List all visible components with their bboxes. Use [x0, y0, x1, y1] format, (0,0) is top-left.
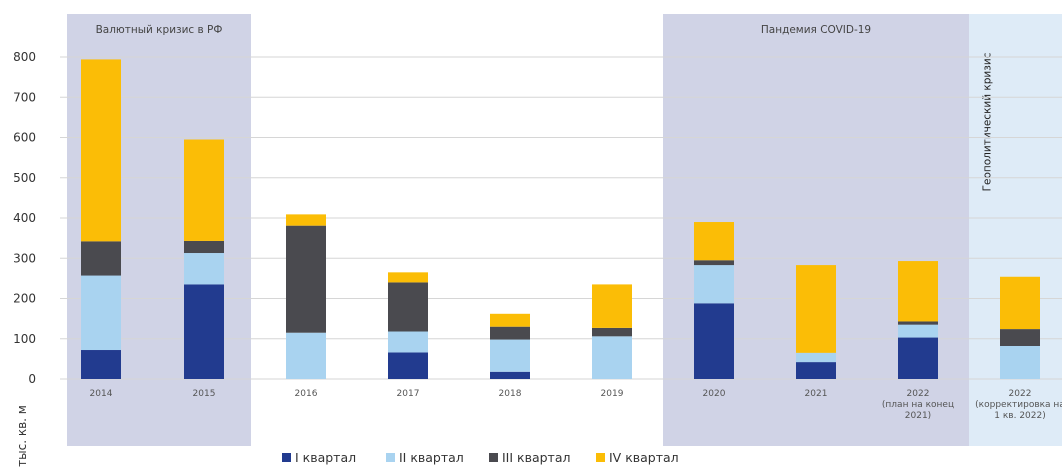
legend-swatch	[596, 453, 605, 462]
legend-label: IV квартал	[609, 450, 679, 465]
bar-segment	[1000, 276, 1040, 330]
region-label: Пандемия COVID-19	[761, 24, 871, 36]
x-tick-label: 2021)	[905, 411, 931, 421]
y-tick-label: 600	[13, 131, 36, 145]
bar-segment	[184, 240, 224, 254]
region-label: Геополитический кризис	[982, 52, 994, 191]
bars	[81, 59, 1040, 379]
region-label: Валютный кризис в РФ	[96, 24, 223, 36]
bar-segment	[286, 332, 326, 379]
y-axis-label: тыс. кв. м	[15, 405, 29, 467]
bar-segment	[184, 284, 224, 379]
legend-swatch	[489, 453, 498, 462]
y-tick-label: 800	[13, 50, 36, 64]
x-tick-label: 2014	[90, 389, 113, 399]
bar-segment	[592, 327, 632, 337]
legend-swatch	[282, 453, 291, 462]
y-tick-label: 0	[28, 372, 36, 386]
bar-segment	[184, 253, 224, 285]
y-tick-label: 700	[13, 90, 36, 104]
bar-segment	[694, 265, 734, 304]
bar-segment	[388, 282, 428, 332]
bar-segment	[796, 362, 836, 379]
x-tick-label: 2018	[499, 389, 522, 399]
y-tick-label: 400	[13, 211, 36, 225]
x-tick-label: 2016	[295, 389, 318, 399]
legend-label: III квартал	[502, 450, 570, 465]
x-tick-label: 2022	[1009, 389, 1032, 399]
x-tick-label: 2017	[397, 389, 420, 399]
bar-segment	[388, 331, 428, 353]
bar-segment	[490, 339, 530, 372]
bar-segment	[898, 321, 938, 325]
bar-segment	[286, 225, 326, 333]
bar-segment	[694, 260, 734, 266]
bar-segment	[81, 275, 121, 351]
y-tick-label: 100	[13, 332, 36, 346]
x-tick-label: (план на конец	[882, 400, 954, 410]
bar-segment	[796, 352, 836, 363]
y-tick-label: 300	[13, 251, 36, 265]
y-axis-ticks: 0 100 200 300 400 500 600 700 800	[13, 50, 36, 386]
x-tick-label: 2022	[907, 389, 930, 399]
legend-label: I квартал	[295, 450, 356, 465]
bar-segment	[1000, 329, 1040, 346]
x-tick-label: 1 кв. 2022)	[994, 411, 1045, 421]
x-axis-ticks: 2014 2015 2016 2017 2018 2019 2020 2021 2022(пла…	[90, 389, 1062, 421]
x-tick-label: 2020	[703, 389, 726, 399]
bar-segment	[898, 261, 938, 322]
legend-swatch	[386, 453, 395, 462]
bar-segment	[81, 350, 121, 379]
bar-segment	[592, 336, 632, 379]
gridlines	[60, 56, 1062, 380]
bar-segment	[796, 265, 836, 353]
bar-segment	[184, 139, 224, 241]
bar-segment	[592, 284, 632, 328]
bar-segment	[490, 326, 530, 340]
y-tick-label: 500	[13, 171, 36, 185]
bar-segment	[286, 214, 326, 226]
x-tick-label: 2019	[601, 389, 624, 399]
bar-segment	[388, 352, 428, 379]
bar-segment	[898, 337, 938, 379]
bar-segment	[694, 222, 734, 261]
bar-segment	[81, 241, 121, 276]
bar-segment	[81, 59, 121, 242]
y-tick-label: 200	[13, 292, 36, 306]
bar-segment	[694, 303, 734, 379]
x-tick-label: 2015	[193, 389, 216, 399]
x-tick-label: (корректировка на	[975, 400, 1062, 410]
bar-segment	[1000, 345, 1040, 379]
bar-segment	[388, 272, 428, 283]
bar-segment	[490, 371, 530, 379]
legend: I квартал II квартал III квартал IV квартал	[282, 450, 679, 465]
bar-segment	[898, 324, 938, 338]
bar-segment	[490, 313, 530, 327]
legend-label: II квартал	[399, 450, 464, 465]
x-tick-label: 2021	[805, 389, 828, 399]
